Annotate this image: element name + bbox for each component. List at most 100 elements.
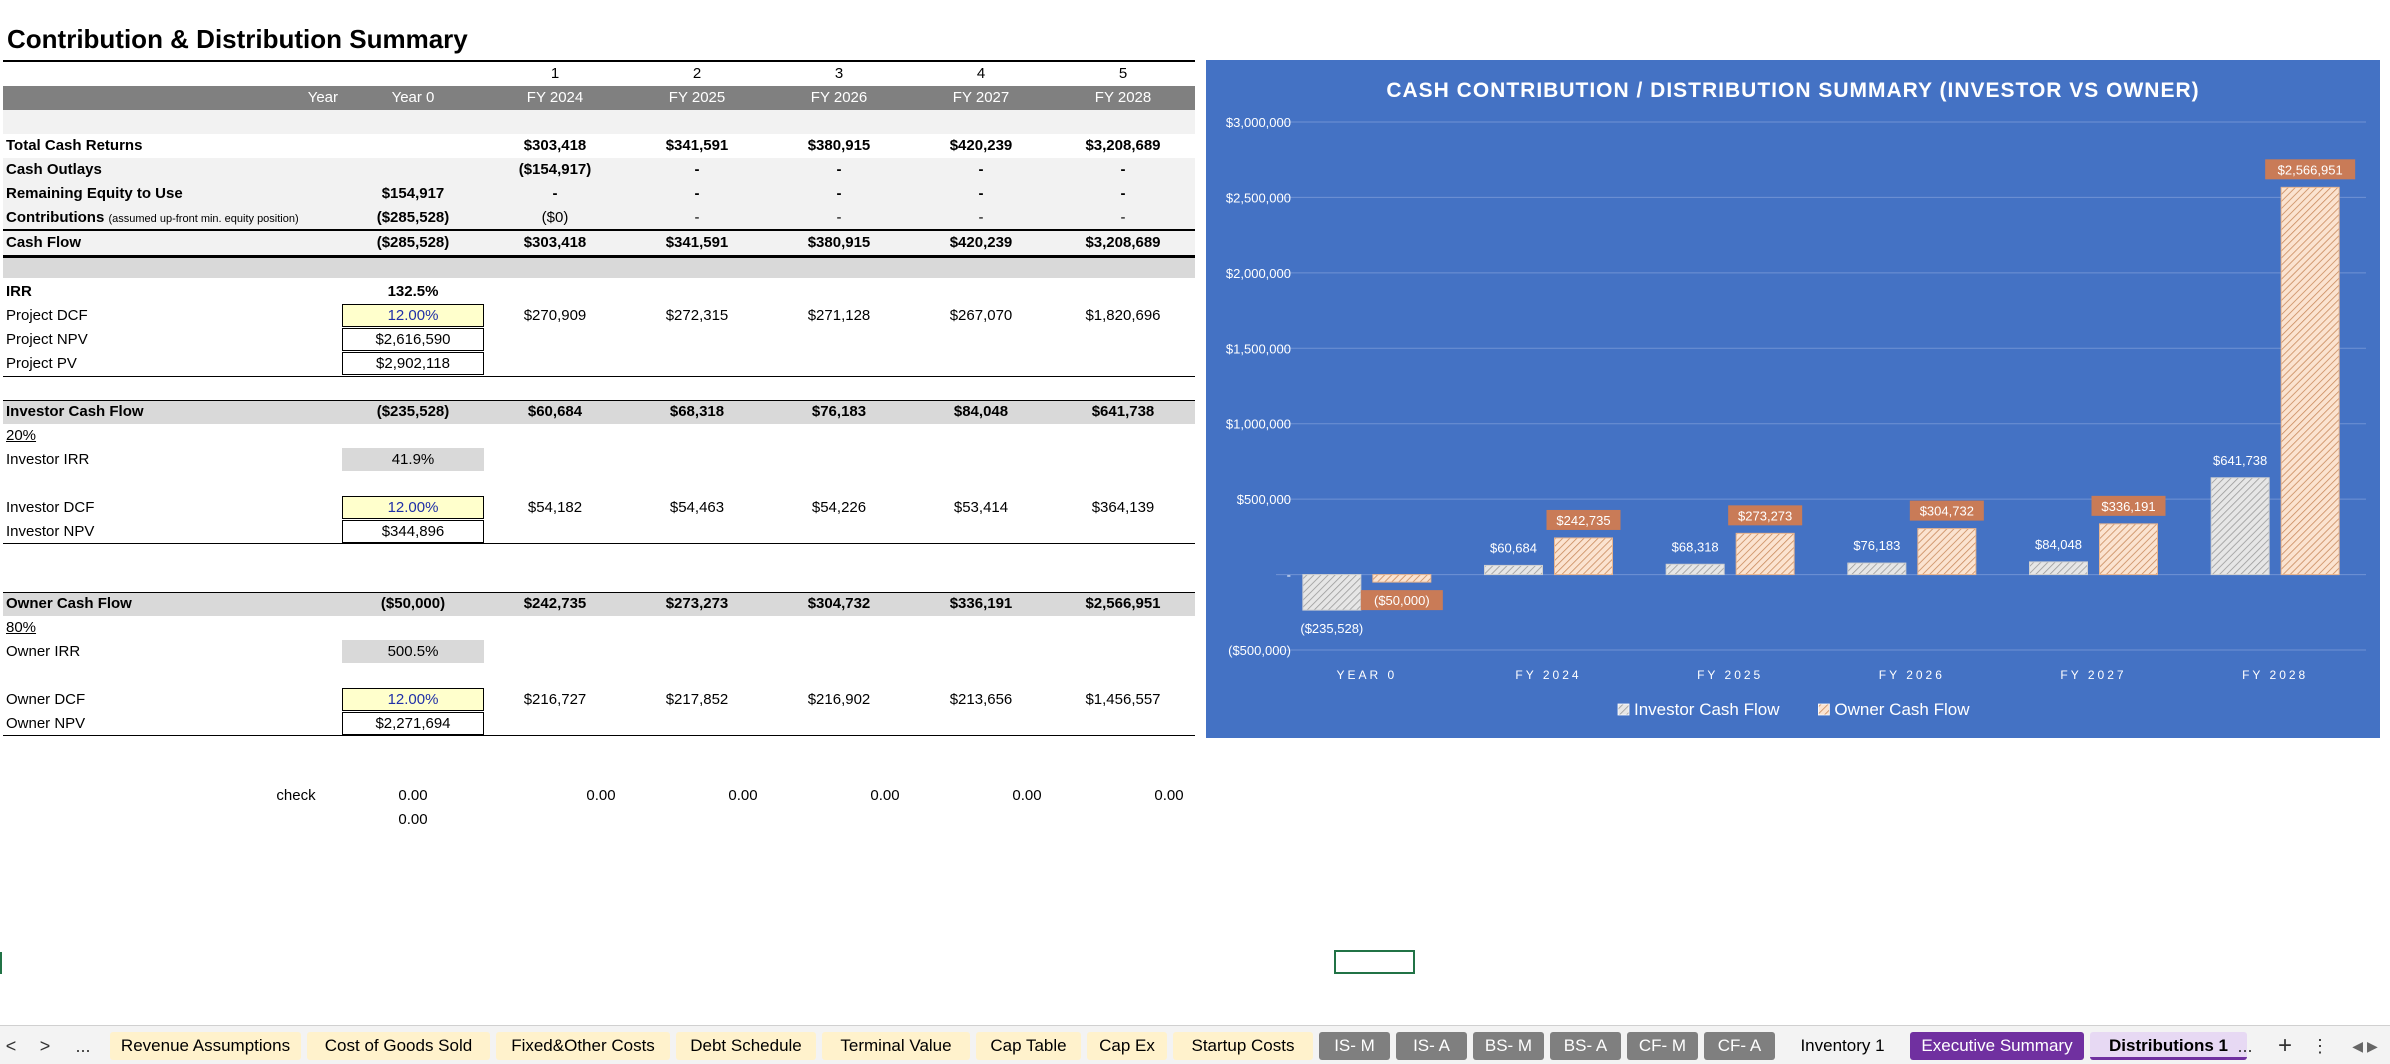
tab-bs-m[interactable]: BS- M — [1473, 1032, 1544, 1060]
investor-dcf-3: $54,226 — [811, 499, 867, 516]
tab-cap-table[interactable]: Cap Table — [976, 1032, 1081, 1060]
tab-cf-m[interactable]: CF- M — [1627, 1032, 1698, 1060]
year-label: Year — [307, 89, 338, 106]
col-number-1: 1 — [550, 65, 560, 82]
label-owner-dcf: Owner DCF — [6, 691, 86, 708]
investor-npv: $344,896 — [381, 523, 445, 540]
x-category-label: YEAR 0 — [1336, 668, 1397, 682]
total-cash-returns-3: $380,915 — [807, 137, 871, 154]
check-y0: 0.00 — [398, 787, 428, 804]
tab-bs-a[interactable]: BS- A — [1550, 1032, 1621, 1060]
contributions-3: - — [836, 209, 842, 226]
tab-distributions-1[interactable]: Distributions 1 — [2090, 1032, 2247, 1060]
project-dcf-rate-input[interactable]: 12.00% — [342, 304, 484, 327]
contributions-1: ($0) — [541, 209, 569, 226]
x-category-label: FY 2025 — [1697, 668, 1763, 682]
label-owner-npv: Owner NPV — [6, 715, 86, 732]
tab-inventory-1[interactable]: Inventory 1 — [1800, 1036, 1885, 1055]
tab-executive-summary[interactable]: Executive Summary — [1910, 1032, 2084, 1060]
label-cash-outlays: Cash Outlays — [6, 161, 102, 178]
label-investor-irr: Investor IRR — [6, 451, 90, 468]
investor-share: 20% — [6, 427, 37, 444]
options-icon[interactable]: ⋮ — [2311, 1036, 2329, 1056]
year-header-3: FY 2026 — [810, 89, 868, 106]
remaining-equity-4: - — [978, 185, 984, 202]
x-category-label: FY 2028 — [2242, 668, 2308, 682]
owner-label-bg — [2091, 495, 2166, 516]
row-remaining-equity — [3, 182, 1195, 206]
tab-cost-of-goods-sold[interactable]: Cost of Goods Sold — [307, 1032, 490, 1060]
tab-startup-costs[interactable]: Startup Costs — [1173, 1032, 1313, 1060]
tab-revenue-assumptions[interactable]: Revenue Assumptions — [110, 1032, 301, 1060]
owner-label-bg — [1546, 509, 1621, 530]
investor-data-label: $60,684 — [1490, 540, 1537, 555]
title-underline — [3, 60, 1195, 62]
tab-cap-ex[interactable]: Cap Ex — [1087, 1032, 1167, 1060]
project-dcf-1: $270,909 — [523, 307, 587, 324]
y-tick-label: $2,500,000 — [1226, 190, 1291, 205]
project-irr: 132.5% — [387, 283, 439, 300]
tab-terminal-value[interactable]: Terminal Value — [822, 1032, 970, 1060]
y-tick-label: $1,500,000 — [1226, 341, 1291, 356]
owner-dcf-rate-input[interactable]: 12.00% — [342, 688, 484, 711]
cash-flow-1: $303,418 — [523, 234, 587, 251]
project-bottomline — [3, 376, 1195, 377]
cash-outlays-5: - — [1120, 161, 1126, 178]
total-cash-returns-2: $341,591 — [665, 137, 729, 154]
owner-bottomline — [3, 735, 1195, 736]
check-5: 0.00 — [1154, 787, 1184, 804]
section-divider — [3, 258, 1195, 278]
label-remaining-equity: Remaining Equity to Use — [6, 185, 183, 202]
row-investor-cash-flow — [3, 400, 1195, 424]
label-investor-cash-flow: Investor Cash Flow — [6, 403, 144, 420]
owner-npv: $2,271,694 — [375, 715, 451, 732]
col-number-5: 5 — [1118, 65, 1128, 82]
tab-debt-schedule[interactable]: Debt Schedule — [676, 1032, 816, 1060]
selected-cell[interactable] — [1334, 950, 1415, 974]
chart-svg: CASH CONTRIBUTION / DISTRIBUTION SUMMARY… — [1226, 79, 2366, 719]
tab-is-m[interactable]: IS- M — [1319, 1032, 1390, 1060]
add-sheet-icon[interactable]: + — [2277, 1032, 2292, 1059]
owner-data-label: $336,191 — [2101, 499, 2155, 514]
owner-cf-3: $304,732 — [807, 595, 871, 612]
tab-scroll-left-icon[interactable]: < — [5, 1036, 17, 1056]
investor-dcf-4: $53,414 — [953, 499, 1009, 516]
chart-panel[interactable]: CASH CONTRIBUTION / DISTRIBUTION SUMMARY… — [1206, 60, 2380, 738]
investor-bar — [2029, 561, 2088, 576]
y-tick-label: ($500,000) — [1228, 643, 1291, 658]
check-4: 0.00 — [1012, 787, 1042, 804]
tab-fixed-other-costs[interactable]: Fixed&Other Costs — [496, 1032, 670, 1060]
tab-cf-a[interactable]: CF- A — [1704, 1032, 1775, 1060]
project-pv-box: $2,902,118 — [342, 352, 484, 375]
investor-irr: 41.9% — [391, 451, 435, 468]
contributions-note: (assumed up-front min. equity position) — [108, 213, 299, 225]
cash-outlays-4: - — [978, 161, 984, 178]
row-cash-flow — [3, 231, 1195, 255]
sheet-title: Contribution & Distribution Summary — [7, 24, 468, 54]
header-band — [3, 86, 1195, 110]
investor-bar — [1847, 562, 1907, 576]
project-dcf-5: $1,820,696 — [1085, 307, 1161, 324]
tab-scroll-right-icon[interactable]: > — [39, 1036, 51, 1056]
hscroll-left-icon[interactable]: ◀ ▶ — [2352, 1038, 2378, 1054]
owner-share: 80% — [6, 619, 37, 636]
investor-cf-5: $641,738 — [1091, 403, 1155, 420]
investor-npv-box: $344,896 — [342, 520, 484, 543]
cash-flow-topline — [3, 229, 1195, 231]
y-tick-label: $3,000,000 — [1226, 115, 1291, 130]
y-tick-label: $1,000,000 — [1226, 417, 1291, 432]
owner-data-label: ($50,000) — [1374, 593, 1430, 608]
cash-flow-3: $380,915 — [807, 234, 871, 251]
x-category-label: FY 2026 — [1879, 668, 1945, 682]
tab-is-a[interactable]: IS- A — [1396, 1032, 1467, 1060]
check-2: 0.00 — [728, 787, 758, 804]
x-category-label: FY 2024 — [1515, 668, 1581, 682]
label-owner-irr: Owner IRR — [6, 643, 81, 660]
tab-more-left-icon[interactable]: ... — [75, 1036, 91, 1056]
legend-label-investor: Investor Cash Flow — [1634, 700, 1780, 719]
tab-more-right-icon[interactable]: ... — [2237, 1036, 2253, 1056]
chart-legend: Investor Cash Flow Owner Cash Flow — [1617, 700, 1970, 719]
investor-dcf-rate-input[interactable]: 12.00% — [342, 496, 484, 519]
owner-label-bg — [1909, 500, 1984, 521]
remaining-equity-5: - — [1120, 185, 1126, 202]
